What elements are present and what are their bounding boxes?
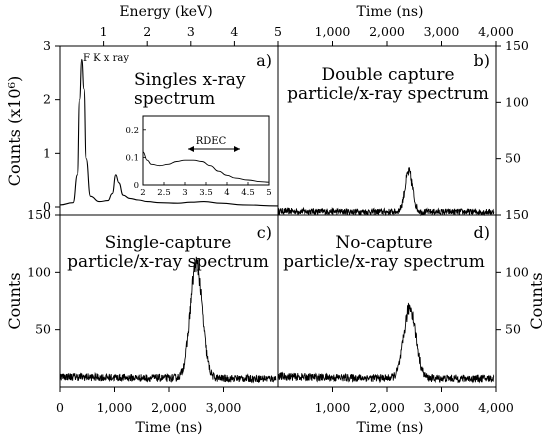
inset-rdec-arrowhead-left	[188, 146, 194, 152]
bottom-time-label-left: Time (ns)	[136, 420, 203, 436]
bottom-right-tick-label: 3,000	[424, 400, 460, 415]
inset-frame	[142, 115, 270, 186]
panel-b-ytick-label: 150	[505, 38, 529, 53]
bottom-right-tick-label: 4,000	[478, 400, 514, 415]
bottom-right-tick-label: 2,000	[369, 400, 405, 415]
panel-d-title-line1: No-capture	[335, 233, 432, 253]
bottom-time-label-right: Time (ns)	[357, 420, 424, 436]
top-energy-tick-label: 3	[187, 24, 195, 39]
inset-rdec-arrowhead-right	[234, 146, 240, 152]
panel-c-letter: c)	[257, 223, 272, 242]
inset-xtick-label: 2.5	[157, 188, 171, 198]
inset-ytick-label: 0	[134, 181, 139, 191]
top-energy-tick-label: 2	[143, 24, 151, 39]
top-energy-tick-label: 1	[100, 24, 108, 39]
panel-d-spectrum-line	[277, 302, 495, 384]
panel-d-ytick-label: 100	[505, 264, 529, 279]
top-time-label: Time (ns)	[357, 4, 424, 20]
panel-a-ytick-label: 1	[43, 145, 51, 160]
bottom-left-tick-label: 3,000	[206, 400, 242, 415]
top-time-tick-label: 3,000	[424, 24, 460, 39]
panel-c-title-line2: particle/x-ray spectrum	[67, 252, 269, 272]
panel-b-ytick-label: 100	[505, 94, 529, 109]
panel-a-title-line1: Singles x-ray	[134, 70, 246, 90]
inset-xtick-label: 5	[266, 188, 271, 198]
panel-c-ytick-label: 50	[35, 322, 51, 337]
bottom-left-tick-label: 1,000	[97, 400, 133, 415]
panel-a-spectrum-line	[59, 58, 279, 207]
y-label-bottom-right: Counts	[527, 272, 546, 329]
top-time-tick-label: 4,000	[478, 24, 514, 39]
inset-xtick-label: 2	[140, 188, 145, 198]
panel-a-letter: a)	[256, 51, 272, 70]
panel-a-ytick-label: 0	[43, 199, 51, 214]
panel-d-ytick-label: 150	[505, 207, 529, 222]
panel-b-title-line2: particle/x-ray spectrum	[287, 84, 489, 104]
dynamic-marks: 1 2 3 4 5 1,000 2,000 3,000 4,000 0 1,000 2,000 3,00…	[27, 24, 529, 415]
panel-b-spectrum-line	[277, 167, 495, 217]
top-energy-tick-label: 4	[230, 24, 238, 39]
inset-xtick-label: 3.5	[199, 188, 213, 198]
top-time-tick-label: 2,000	[369, 24, 405, 39]
inset-ytick-label: 0.1	[125, 153, 139, 163]
inset-xtick-label: 4.5	[241, 188, 255, 198]
y-label-top-left: Counts (x10⁶)	[5, 76, 24, 187]
panel-a-title-line2: spectrum	[134, 89, 215, 109]
panel-d-ytick-label: 50	[505, 322, 521, 337]
panel-b-ytick-label: 50	[505, 151, 521, 166]
inset-xtick-label: 4	[224, 188, 229, 198]
top-energy-tick-label: 5	[274, 24, 282, 39]
y-label-bottom-left: Counts	[5, 272, 24, 329]
bottom-left-tick-label: 0	[56, 400, 64, 415]
inset-ytick-label: 0.2	[125, 126, 139, 136]
panel-d-title-line2: particle/x-ray spectrum	[283, 252, 485, 272]
bottom-right-tick-label: 1,000	[315, 400, 351, 415]
panel-a-ytick-label: 3	[43, 38, 51, 53]
panel-a-ytick-label: 2	[43, 92, 51, 107]
inset-xtick-label: 3	[182, 188, 187, 198]
bottom-left-tick-label: 2,000	[151, 400, 187, 415]
inset-spectrum-line	[142, 151, 270, 183]
panel-c-title-line1: Single-capture	[105, 233, 232, 253]
panel-b-letter: b)	[474, 51, 490, 70]
fk-xray-annotation: F K x ray	[83, 53, 129, 64]
panel-c-ytick-label: 150	[27, 207, 51, 222]
panel-b-title-line1: Double capture	[321, 65, 454, 85]
top-time-tick-label: 1,000	[315, 24, 351, 39]
top-energy-label: Energy (keV)	[119, 4, 212, 20]
panel-c-spectrum-line	[59, 256, 277, 384]
panel-d-letter: d)	[474, 223, 490, 242]
inset-rdec-label: RDEC	[196, 136, 227, 147]
panel-c-ytick-label: 100	[27, 264, 51, 279]
